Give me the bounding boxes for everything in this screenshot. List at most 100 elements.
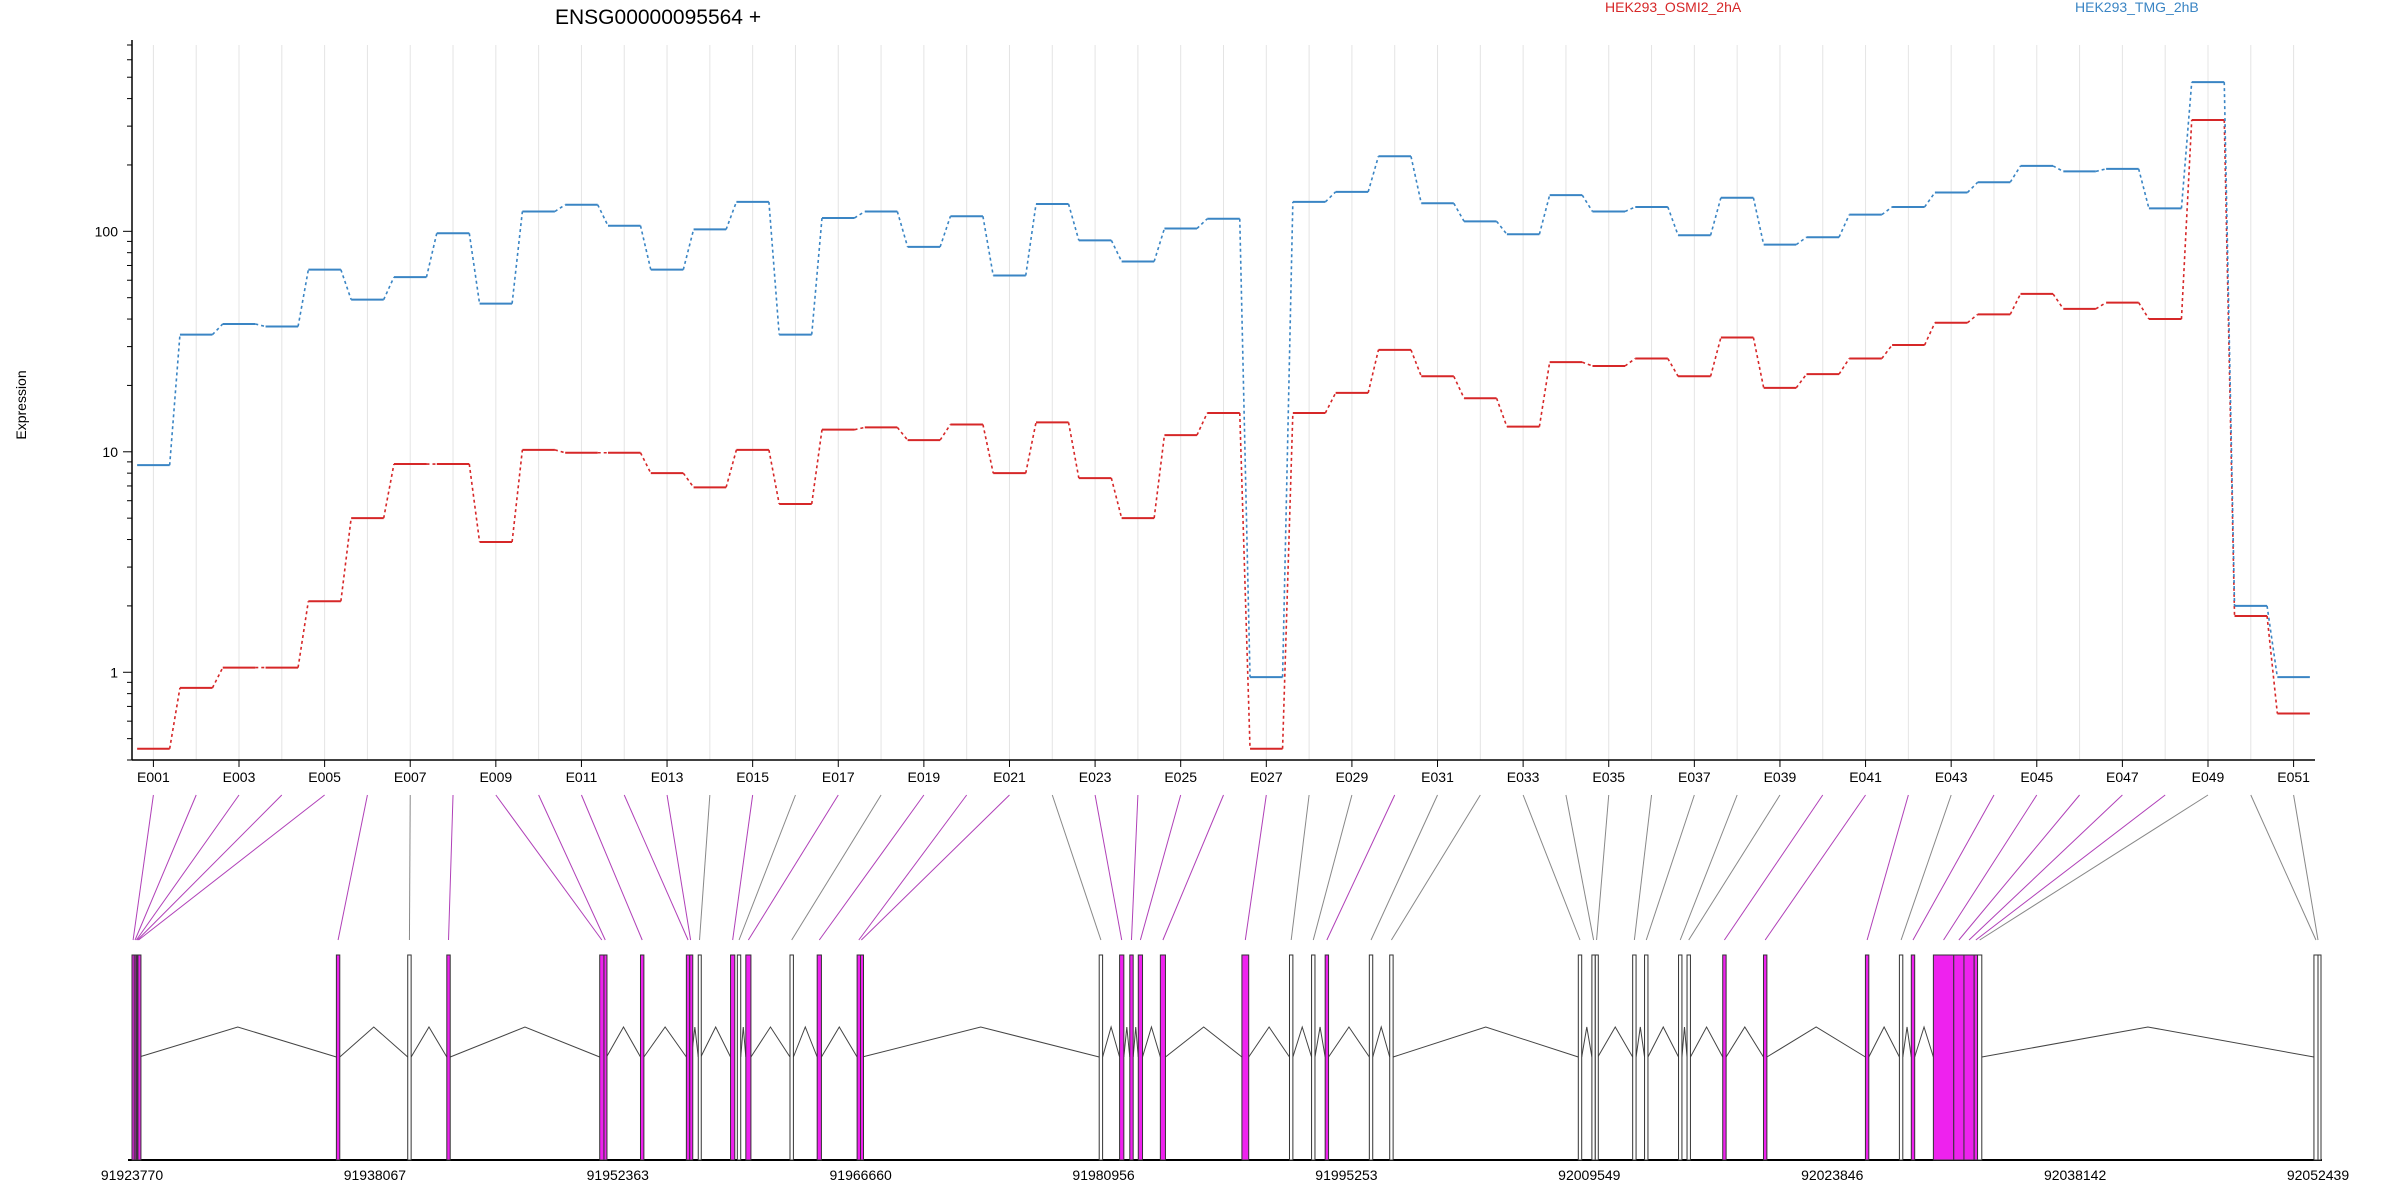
exon-connector bbox=[580, 794, 643, 941]
exon-box bbox=[1129, 954, 1134, 1161]
exon-box bbox=[2317, 954, 2322, 1161]
intron-line bbox=[643, 1026, 687, 1058]
exon-box bbox=[1389, 954, 1394, 1161]
exon-box bbox=[1137, 954, 1144, 1161]
intron-line bbox=[700, 1025, 731, 1058]
intron-line bbox=[606, 1025, 641, 1058]
exon-connector bbox=[1633, 794, 1653, 941]
intron-line bbox=[339, 1026, 409, 1058]
series-connector bbox=[1538, 194, 1551, 235]
series-connector bbox=[2180, 82, 2193, 209]
axes: 1 10 100 bbox=[95, 40, 2315, 761]
x-tick-label: E025 bbox=[1164, 769, 1197, 785]
series-connector bbox=[810, 429, 823, 505]
exon-box bbox=[1311, 954, 1316, 1161]
series-connector bbox=[1795, 236, 1807, 246]
legend-entry-tmg: HEK293_TMG_2hB bbox=[2075, 0, 2199, 15]
exon-connector bbox=[791, 794, 882, 941]
series-connector bbox=[1024, 422, 1037, 474]
series-connector bbox=[896, 426, 909, 441]
series-connector bbox=[1110, 477, 1123, 519]
series-connector bbox=[2052, 293, 2064, 310]
series-connector bbox=[725, 449, 738, 488]
series-connector bbox=[1923, 192, 1936, 208]
intron-line bbox=[862, 1026, 1100, 1058]
y-tick-label: 1 bbox=[110, 664, 118, 680]
intron-line bbox=[1314, 1026, 1326, 1058]
series-connector bbox=[1795, 373, 1808, 389]
x-tick-label: E029 bbox=[1336, 769, 1369, 785]
x-tick-label: E047 bbox=[2106, 769, 2139, 785]
exon-connector bbox=[1312, 794, 1353, 941]
exon-connector bbox=[738, 794, 796, 941]
series-connector bbox=[2223, 82, 2236, 606]
intron-line bbox=[1248, 1026, 1290, 1058]
exon-connector bbox=[1130, 794, 1139, 941]
exon-box bbox=[1594, 954, 1599, 1161]
genomic-coordinate-label: 91923770 bbox=[101, 1167, 164, 1183]
genomic-coordinate-label: 91938067 bbox=[344, 1167, 407, 1183]
series-connector bbox=[1367, 349, 1380, 394]
intron-line bbox=[138, 1026, 337, 1058]
exon-connector bbox=[1596, 794, 1610, 941]
exon-connector bbox=[2293, 794, 2319, 941]
intron-line bbox=[1868, 1025, 1900, 1058]
chart-title: ENSG00000095564 + bbox=[555, 6, 761, 29]
series-connector bbox=[1453, 375, 1465, 399]
exon-box bbox=[1686, 954, 1691, 1161]
exon-box bbox=[1932, 954, 1955, 1161]
exon-box bbox=[1591, 954, 1596, 1161]
exon-box bbox=[639, 954, 645, 1161]
series-connector bbox=[768, 201, 780, 335]
exon-box bbox=[1288, 954, 1294, 1161]
series-connector bbox=[255, 323, 266, 328]
y-tick-label: 100 bbox=[95, 223, 119, 239]
series-connector bbox=[340, 518, 352, 602]
series-connector bbox=[1966, 181, 1979, 194]
series-connector bbox=[1367, 156, 1380, 193]
exon-box bbox=[1898, 954, 1904, 1161]
series-connector bbox=[1881, 344, 1893, 359]
exon-box bbox=[2313, 954, 2319, 1161]
genomic-coordinate-labels: 91923770 91938067 91952363 91966660 91980956… bbox=[101, 1167, 2350, 1183]
series-connector bbox=[1238, 412, 1251, 749]
series-connector bbox=[1410, 349, 1422, 377]
x-tick-label: E011 bbox=[566, 769, 598, 785]
exon-box bbox=[1632, 954, 1637, 1161]
series-connector bbox=[939, 216, 952, 248]
x-tick-label: E015 bbox=[736, 769, 769, 785]
series-connector bbox=[1667, 206, 1679, 236]
x-tick-label: E027 bbox=[1250, 769, 1283, 785]
exon-box bbox=[697, 954, 702, 1161]
series-connector bbox=[2095, 301, 2107, 310]
series-connector bbox=[1281, 412, 1294, 749]
exon-box bbox=[1722, 954, 1727, 1161]
exon-box bbox=[1368, 954, 1374, 1161]
grid-lines bbox=[152, 45, 2295, 760]
series-connector bbox=[2137, 168, 2150, 209]
series-connector bbox=[2266, 615, 2279, 714]
genomic-coordinate-label: 92023846 bbox=[1801, 1167, 1864, 1183]
exon-connector bbox=[136, 794, 240, 941]
series-connector bbox=[1495, 220, 1508, 235]
x-tick-label: E017 bbox=[822, 769, 855, 785]
intron-line bbox=[1328, 1026, 1370, 1058]
exon-box bbox=[603, 954, 608, 1161]
genomic-coordinate-label: 92052439 bbox=[2287, 1167, 2350, 1183]
x-tick-label: E007 bbox=[394, 769, 427, 785]
series-lines bbox=[137, 81, 2310, 750]
series-connector bbox=[511, 449, 524, 543]
intron-line bbox=[1581, 1026, 1593, 1058]
series-connector bbox=[1581, 194, 1594, 212]
intron-line bbox=[1689, 1025, 1724, 1058]
intron-line bbox=[1597, 1026, 1634, 1058]
exon-connector bbox=[134, 794, 197, 941]
exon-connector bbox=[666, 794, 692, 941]
series-connector bbox=[425, 233, 438, 278]
series-connector bbox=[1838, 358, 1850, 375]
exon-connector bbox=[1522, 794, 1581, 941]
exon-connector bbox=[1244, 794, 1267, 941]
series-connector bbox=[1453, 202, 1465, 222]
intron-line bbox=[410, 1026, 448, 1058]
series-connector bbox=[468, 233, 481, 304]
